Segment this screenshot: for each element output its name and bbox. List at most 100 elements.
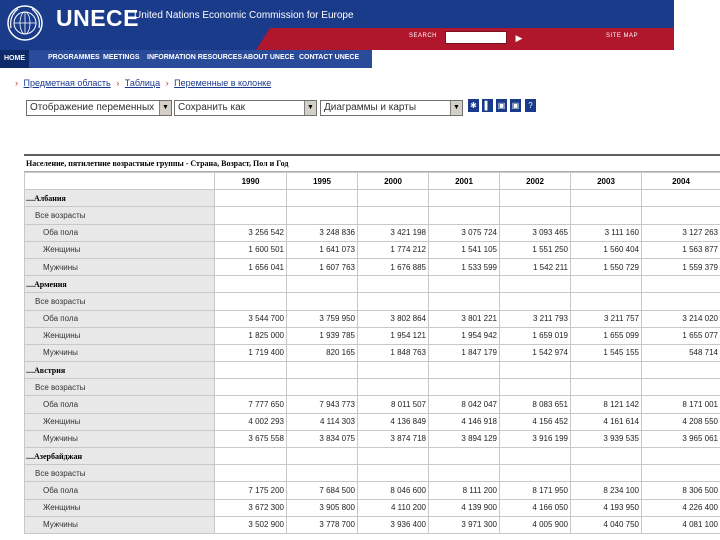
value-cell: 1 542 211	[499, 257, 571, 277]
table-row: Оба пола 7 175 200 7 684 500 8 046 600 8 111…	[24, 481, 720, 500]
empty-cell	[286, 275, 358, 294]
display-variables-select[interactable]: Отображение переменных ▼	[26, 100, 172, 116]
value-cell: 3 894 129	[428, 429, 500, 449]
nav-about-unece[interactable]: ABOUT UNECE	[243, 54, 295, 61]
nav-strip	[0, 50, 372, 68]
empty-cell	[428, 292, 500, 311]
value-cell: 3 936 400	[357, 515, 429, 534]
empty-cell	[428, 189, 500, 208]
value-cell: 4 139 900	[428, 498, 500, 517]
empty-cell	[428, 446, 500, 466]
value-cell: 1 939 785	[286, 326, 358, 345]
pivot-icon[interactable]: ✱	[468, 99, 479, 112]
year-header[interactable]: 1995	[286, 171, 358, 191]
value-cell: 1 676 885	[357, 257, 429, 277]
value-cell: 3 916 199	[499, 429, 571, 449]
breadcrumb-subject-area[interactable]: Предметная область	[23, 78, 111, 88]
country-row: ....Австрия	[24, 361, 720, 380]
table-row: Мужчины 1 656 041 1 607 763 1 676 885 1 533 …	[24, 257, 720, 277]
year-header[interactable]: 2000	[357, 171, 429, 191]
value-cell: 8 042 047	[428, 395, 500, 414]
value-cell: 7 943 773	[286, 395, 358, 414]
year-header[interactable]: 2004	[641, 171, 720, 191]
value-cell: 3 759 950	[286, 309, 358, 328]
breadcrumb-arrow-icon: ›	[15, 78, 18, 88]
chevron-down-icon[interactable]: ▼	[159, 101, 171, 115]
age-group-row: Все возрасты	[24, 292, 720, 311]
empty-cell	[499, 361, 571, 380]
empty-cell	[357, 206, 429, 225]
search-go-icon[interactable]: ▶	[515, 33, 523, 43]
value-cell: 8 234 100	[570, 481, 642, 500]
year-header[interactable]: 1990	[214, 171, 287, 191]
table-icon[interactable]: ▣	[510, 99, 521, 112]
empty-cell	[286, 464, 358, 483]
value-cell: 3 544 700	[214, 309, 287, 328]
value-cell: 3 127 263	[641, 223, 720, 242]
sex-label: Женщины	[24, 240, 215, 259]
chevron-down-icon[interactable]: ▼	[450, 101, 462, 115]
table-row: Оба пола 3 256 542 3 248 836 3 421 198 3 075…	[24, 223, 720, 242]
info-icon[interactable]: ▌	[482, 99, 493, 112]
empty-cell	[499, 292, 571, 311]
sex-label: Оба пола	[24, 395, 215, 414]
value-cell: 4 136 849	[357, 412, 429, 431]
save-as-value: Сохранить как	[178, 102, 246, 113]
table-row: Женщины 1 600 501 1 641 073 1 774 212 1 541 …	[24, 240, 720, 259]
value-cell: 7 175 200	[214, 481, 287, 500]
value-cell: 8 011 507	[357, 395, 429, 414]
un-emblem-icon[interactable]	[6, 4, 44, 42]
value-cell: 4 114 303	[286, 412, 358, 431]
sex-label: Оба пола	[24, 309, 215, 328]
empty-cell	[357, 292, 429, 311]
charts-maps-select[interactable]: Диаграммы и карты ▼	[320, 100, 463, 116]
country-label[interactable]: ....Албания	[24, 189, 215, 208]
empty-cell	[570, 464, 642, 483]
nav-meetings[interactable]: MEETINGS	[103, 54, 140, 61]
nav-programmes[interactable]: PROGRAMMES	[48, 54, 100, 61]
value-cell: 8 046 600	[357, 481, 429, 500]
help-icon[interactable]: ?	[525, 99, 536, 112]
table-row: Мужчины 1 719 400 820 165 1 848 763 1 847 17…	[24, 343, 720, 363]
value-cell: 3 111 160	[570, 223, 642, 242]
nav-information-resources[interactable]: INFORMATION RESOURCES	[147, 54, 243, 61]
empty-cell	[641, 189, 720, 208]
empty-cell	[428, 206, 500, 225]
year-header[interactable]: 2002	[499, 171, 571, 191]
year-header[interactable]: 2003	[570, 171, 642, 191]
print-icon[interactable]: ▣	[496, 99, 507, 112]
value-cell: 3 874 718	[357, 429, 429, 449]
value-cell: 1 559 379	[641, 257, 720, 277]
country-label[interactable]: ....Азербайджан	[24, 446, 215, 466]
save-as-select[interactable]: Сохранить как ▼	[174, 100, 317, 116]
table-row: Женщины 1 825 000 1 939 785 1 954 121 1 954 …	[24, 326, 720, 345]
country-label[interactable]: ....Австрия	[24, 361, 215, 380]
empty-cell	[214, 275, 287, 294]
site-map-link[interactable]: SITE MAP	[606, 33, 639, 39]
empty-cell	[499, 206, 571, 225]
age-group-label: Все возрасты	[24, 378, 215, 397]
empty-cell	[641, 292, 720, 311]
value-cell: 3 211 793	[499, 309, 571, 328]
empty-cell	[286, 378, 358, 397]
value-cell: 1 600 501	[214, 240, 287, 259]
chevron-down-icon[interactable]: ▼	[304, 101, 316, 115]
sex-label: Оба пола	[24, 481, 215, 500]
brand-name[interactable]: UNECE	[56, 5, 140, 31]
table-body: ....Албания Все возрасты Оба пола 3 256 542…	[24, 189, 720, 534]
value-cell: 4 226 400	[641, 498, 720, 517]
country-label[interactable]: ....Армения	[24, 275, 215, 294]
value-cell: 1 542 974	[499, 343, 571, 363]
empty-cell	[357, 189, 429, 208]
empty-cell	[570, 446, 642, 466]
value-cell: 3 211 757	[570, 309, 642, 328]
breadcrumb-table[interactable]: Таблица	[124, 78, 161, 88]
breadcrumb-variables[interactable]: Переменные в колонке	[174, 78, 272, 88]
table-row: Женщины 4 002 293 4 114 303 4 136 849 4 146 …	[24, 412, 720, 431]
nav-home[interactable]: HOME	[0, 50, 29, 68]
year-header[interactable]: 2001	[428, 171, 500, 191]
value-cell: 8 306 500	[641, 481, 720, 500]
nav-contact-unece[interactable]: CONTACT UNECE	[299, 54, 360, 61]
search-input[interactable]	[445, 31, 507, 44]
empty-cell	[286, 292, 358, 311]
